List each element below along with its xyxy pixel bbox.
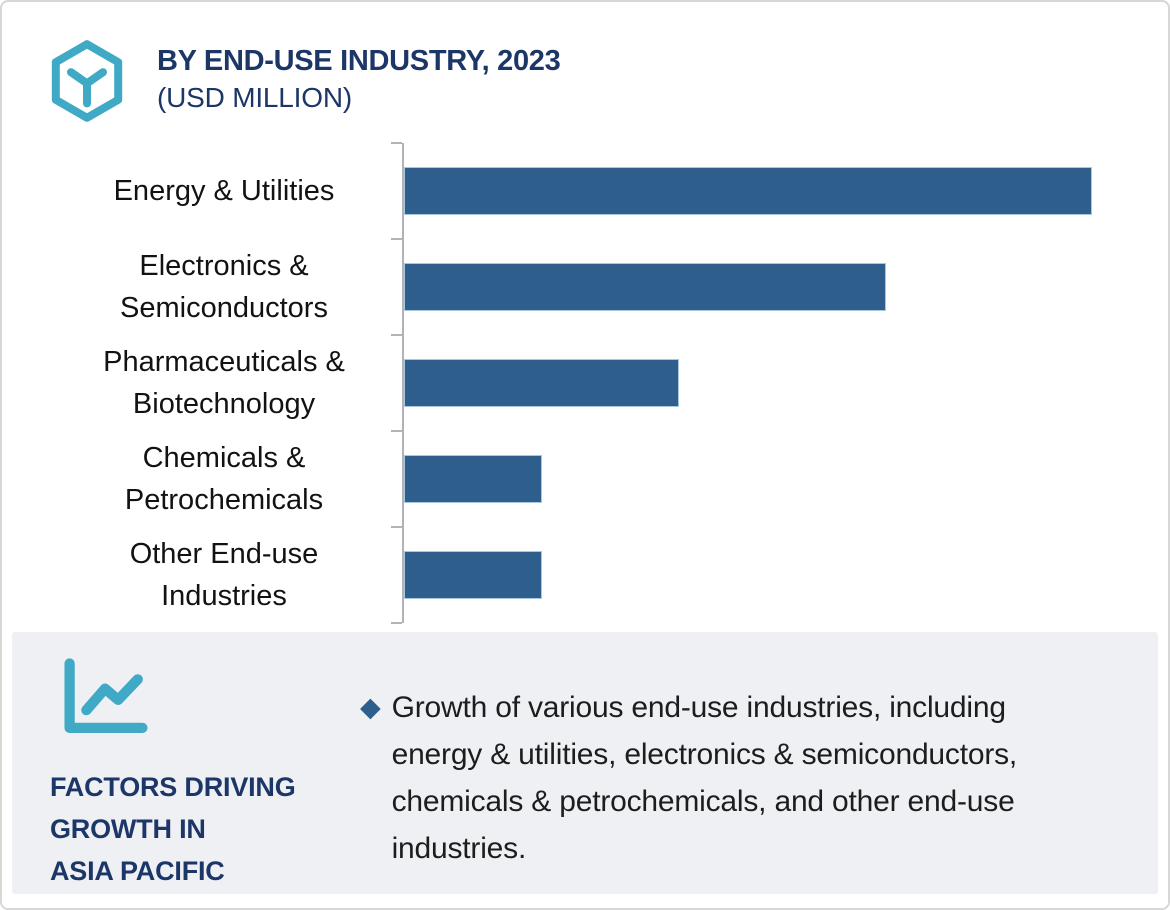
axis-tick <box>391 238 402 240</box>
category-label: Chemicals & Petrochemicals <box>124 441 324 516</box>
bar <box>404 167 1093 215</box>
bar <box>404 359 680 407</box>
bar-track <box>391 238 1152 335</box>
axis-tick <box>391 430 402 432</box>
bar-track <box>391 142 1152 239</box>
bar-track <box>391 430 1152 527</box>
bar-chart: Energy & Utilities Electronics & Semicond… <box>2 142 1152 624</box>
category-label: Other End-use Industries <box>129 537 319 612</box>
factors-heading-line: GROWTH IN <box>50 814 206 844</box>
bullet-text: Growth of various end-use industries, in… <box>391 691 1018 865</box>
factors-heading-line: ASIA PACIFIC <box>50 856 225 886</box>
category-label: Pharmaceuticals & Biotechnology <box>103 345 345 420</box>
factors-heading: FACTORS DRIVING GROWTH IN ASIA PACIFIC <box>50 766 340 892</box>
bar <box>404 455 542 503</box>
chart-title: BY END-USE INDUSTRY, 2023 <box>157 45 561 77</box>
bar <box>404 551 542 599</box>
axis-tick <box>391 334 402 336</box>
axis-tick <box>391 526 402 528</box>
chart-row: Energy & Utilities <box>2 142 1152 239</box>
category-label: Energy & Utilities <box>113 174 335 207</box>
hexagon-cube-icon <box>47 38 127 124</box>
line-chart-icon <box>50 656 340 740</box>
axis-tick <box>391 142 402 144</box>
category-label: Electronics & Semiconductors <box>120 249 328 324</box>
bullet-item: ◆ Growth of various end-use industries, … <box>360 684 1066 872</box>
chart-title-block: BY END-USE INDUSTRY, 2023 (USD MILLION) <box>157 38 561 116</box>
chart-row: Pharmaceuticals & Biotechnology <box>2 334 1152 431</box>
bar-track <box>391 334 1152 431</box>
chart-row: Other End-use Industries <box>2 526 1152 624</box>
factors-panel: FACTORS DRIVING GROWTH IN ASIA PACIFIC ◆… <box>12 632 1158 894</box>
chart-subtitle: (USD MILLION) <box>157 82 352 113</box>
diamond-bullet-icon: ◆ <box>360 692 381 722</box>
axis-tick <box>391 622 402 624</box>
factors-panel-left: FACTORS DRIVING GROWTH IN ASIA PACIFIC <box>50 656 340 892</box>
chart-row: Electronics & Semiconductors <box>2 238 1152 335</box>
chart-row: Chemicals & Petrochemicals <box>2 430 1152 527</box>
bar <box>404 263 886 311</box>
bar-track <box>391 526 1152 624</box>
factors-heading-line: FACTORS DRIVING <box>50 772 296 802</box>
chart-header: BY END-USE INDUSTRY, 2023 (USD MILLION) <box>47 38 561 124</box>
